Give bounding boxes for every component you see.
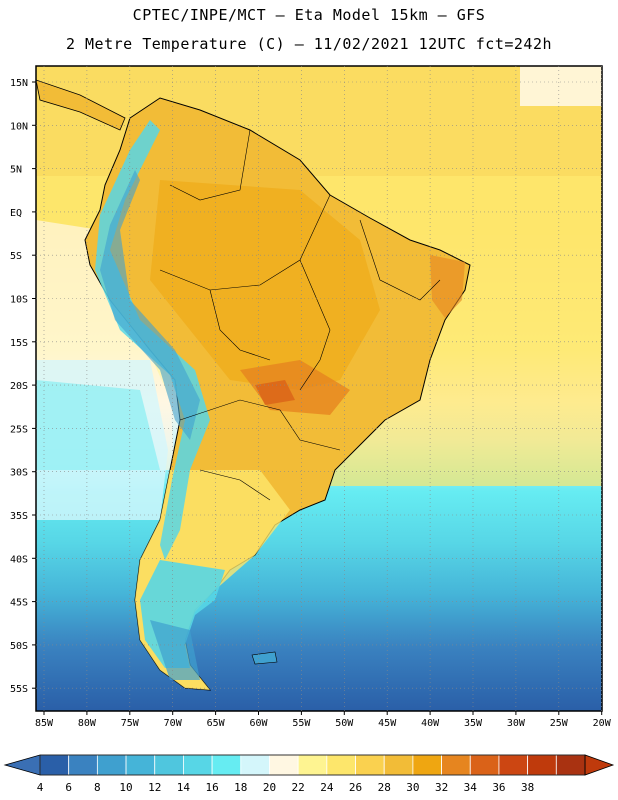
colorbar-label: 28 (378, 781, 391, 794)
colorbar-label: 26 (349, 781, 362, 794)
colorbar-swatch (555, 754, 586, 776)
colorbar-label: 12 (148, 781, 161, 794)
lat-label: EQ (10, 208, 22, 219)
lon-label: 55W (292, 718, 311, 729)
graticule (32, 66, 603, 715)
lat-label: 5N (10, 165, 22, 176)
colorbar-label: 22 (292, 781, 305, 794)
map-field (36, 66, 602, 711)
colorbar-label: 20 (263, 781, 276, 794)
lat-label: 15N (10, 78, 28, 89)
lat-label: 45S (10, 598, 28, 609)
colorbar-under-arrow (3, 754, 41, 776)
colorbar-swatch (469, 754, 500, 776)
colorbar-swatch (240, 754, 270, 776)
colorbar-swatch (441, 754, 471, 776)
lat-label: 55S (10, 684, 28, 695)
colorbar-label: 32 (435, 781, 448, 794)
lon-label: 70W (164, 718, 183, 729)
colorbar-label: 38 (521, 781, 534, 794)
lon-label: 35W (464, 718, 483, 729)
lat-label: 35S (10, 511, 28, 522)
colorbar-swatch (211, 754, 242, 776)
longitude-labels: 85W 80W 75W 70W 65W 60W 55W 50W 45W 40W 35W 30W 25W 2… (35, 718, 612, 729)
colorbar-swatch (412, 754, 442, 776)
lon-label: 85W (35, 718, 54, 729)
map-frame (35, 65, 603, 712)
lon-label: 60W (249, 718, 268, 729)
colorbar-outline (39, 754, 586, 776)
colorbar-swatch (383, 754, 414, 776)
colorbar-label: 10 (119, 781, 132, 794)
colorbar-label: 4 (37, 781, 44, 794)
lon-label: 25W (550, 718, 569, 729)
lon-label: 40W (421, 718, 440, 729)
map-subtitle: 2 Metre Temperature (C) – 11/02/2021 12U… (65, 35, 553, 53)
colorbar-swatch (68, 754, 98, 776)
lat-label: 50S (10, 641, 28, 652)
colorbar-swatch (498, 754, 529, 776)
latitude-labels: 15N 10N 5N EQ 5S 10S 15S 20S 25S 30S 35S 40S 45S 50S 5… (10, 78, 28, 695)
lat-label: 20S (10, 381, 28, 392)
colorbar-swatch (527, 754, 557, 776)
colorbar-swatch (355, 754, 385, 776)
colorbar-label: 8 (94, 781, 101, 794)
lon-label: 20W (593, 718, 612, 729)
colorbar-label: 36 (492, 781, 505, 794)
map-title: CPTEC/INPE/MCT – Eta Model 15km – GFS (132, 6, 486, 24)
colorbar-label: 14 (177, 781, 191, 794)
lon-label: 65W (207, 718, 226, 729)
lon-label: 80W (78, 718, 97, 729)
colorbar-swatch (326, 754, 356, 776)
lon-label: 45W (378, 718, 397, 729)
lat-label: 30S (10, 468, 28, 479)
colorbar-swatch (39, 754, 70, 776)
colorbar-label: 24 (320, 781, 334, 794)
colorbar-label: 6 (65, 781, 72, 794)
colorbar-swatch (125, 754, 156, 776)
colorbar-label: 16 (205, 781, 218, 794)
colorbar-swatch (183, 754, 213, 776)
colorbar-swatch (96, 754, 127, 776)
colorbar-swatch (297, 754, 328, 776)
colorbar: 4 6 8 10 12 14 16 18 20 22 24 26 28 30 32 34 36 38 (3, 754, 615, 794)
lat-label: 10N (10, 121, 28, 132)
lat-label: 15S (10, 338, 28, 349)
colorbar-swatch (269, 754, 299, 776)
colorbar-label: 18 (234, 781, 247, 794)
colorbar-label: 30 (406, 781, 419, 794)
lat-label: 40S (10, 554, 28, 565)
lat-label: 5S (10, 251, 22, 262)
colorbar-swatch (154, 754, 184, 776)
lat-label: 25S (10, 424, 28, 435)
colorbar-over-arrow (584, 754, 615, 776)
lat-label: 10S (10, 295, 28, 306)
lon-label: 50W (335, 718, 354, 729)
lon-label: 30W (507, 718, 526, 729)
lon-label: 75W (121, 718, 140, 729)
colorbar-label: 34 (464, 781, 478, 794)
